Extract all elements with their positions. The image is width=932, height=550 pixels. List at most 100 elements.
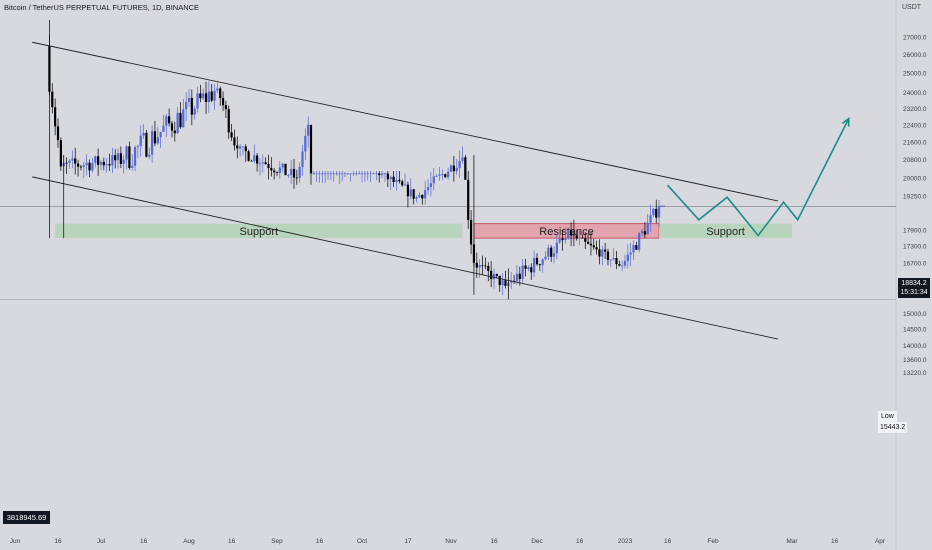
- candle-body: [435, 175, 438, 177]
- candle-body: [148, 154, 151, 157]
- candle-body: [452, 165, 455, 172]
- candle-body: [290, 168, 293, 176]
- candle-body: [389, 176, 392, 180]
- candle-body: [179, 112, 182, 128]
- candle-body: [213, 90, 216, 101]
- candle-body: [111, 155, 114, 166]
- candle-body: [652, 208, 655, 216]
- candle-body: [490, 270, 493, 280]
- candle-body: [518, 273, 521, 279]
- x-tick-label: 16: [140, 538, 148, 545]
- last-price-tag: 18834.2 15:31:34: [898, 278, 930, 298]
- candle-body: [341, 173, 344, 175]
- y-tick-label: 13600.0: [903, 357, 927, 364]
- candle-body: [495, 273, 498, 276]
- candle-body: [230, 132, 233, 138]
- candle-body: [595, 247, 598, 250]
- candle-body: [533, 257, 536, 273]
- low-value: 15443.2: [878, 422, 908, 433]
- candle-body: [162, 125, 165, 132]
- candle-body: [478, 265, 481, 268]
- candle-body: [598, 249, 601, 257]
- axis-unit-label[interactable]: USDT: [902, 4, 922, 11]
- candle-body: [216, 88, 219, 91]
- x-tick-label: 16: [576, 538, 584, 545]
- candle-body: [224, 105, 228, 110]
- candle-body: [561, 238, 564, 241]
- y-tick-label: 16700.0: [903, 260, 927, 267]
- candle-body: [326, 173, 330, 175]
- candle-body: [91, 162, 94, 171]
- candle-body: [589, 243, 593, 246]
- candle-body: [621, 265, 624, 267]
- y-axis-ticks: 27000.0 26000.0 25000.0 24000.0 23200.0 22400…: [903, 35, 927, 378]
- candle-body: [555, 242, 558, 254]
- low-label: Low: [878, 411, 897, 422]
- candle-body: [575, 235, 578, 239]
- candle-body: [366, 173, 369, 175]
- candle-body: [82, 165, 85, 167]
- candle-body: [207, 91, 210, 103]
- candle-body: [484, 265, 487, 267]
- candle-body: [105, 164, 108, 166]
- x-tick-label: 16: [490, 538, 498, 545]
- candle-body: [68, 160, 71, 163]
- x-tick-label: Feb: [707, 538, 719, 545]
- candle-body: [623, 260, 627, 266]
- candle-body: [165, 116, 168, 126]
- candle-body: [352, 173, 355, 175]
- candle-body: [71, 158, 74, 161]
- candle-body: [441, 174, 444, 176]
- countdown-value: 15:31:34: [900, 289, 928, 296]
- candle-body: [65, 162, 68, 164]
- y-tick-label: 22400.0: [903, 122, 927, 129]
- candle-body: [150, 131, 154, 155]
- candle-body: [159, 131, 162, 138]
- candle-body: [469, 219, 473, 245]
- candle-body: [567, 230, 570, 239]
- candle-body: [122, 159, 125, 164]
- candle-body: [136, 146, 140, 148]
- x-tick-label: Mar: [786, 538, 798, 545]
- candle-body: [618, 264, 621, 266]
- y-tick-label: 20800.0: [903, 157, 927, 164]
- candle-body: [204, 93, 208, 103]
- candle-body: [392, 176, 395, 182]
- x-tick-label: Sep: [271, 538, 283, 545]
- candle-body: [97, 156, 100, 165]
- candle-body: [530, 267, 533, 273]
- candle-body: [227, 109, 230, 133]
- candle-body: [51, 91, 54, 108]
- candle-body: [128, 146, 131, 168]
- candle-body: [635, 245, 638, 250]
- candle-body: [649, 215, 652, 223]
- y-tick-label: 17900.0: [903, 228, 927, 235]
- candle-body: [292, 168, 296, 178]
- candle-body: [626, 254, 629, 261]
- candle-body: [492, 273, 496, 280]
- candle-body: [338, 173, 341, 175]
- candle-body: [270, 167, 273, 171]
- zone-label: Support: [240, 226, 279, 238]
- candle-body: [88, 162, 91, 171]
- candle-body: [202, 93, 205, 99]
- candle-body: [247, 151, 250, 161]
- x-tick-label: Jun: [10, 538, 21, 545]
- candle-body: [421, 194, 424, 199]
- x-tick-label: Aug: [183, 538, 195, 545]
- candle-body: [244, 146, 247, 152]
- x-tick-label: 16: [316, 538, 324, 545]
- candle-body: [284, 163, 287, 176]
- y-tick-label: 25000.0: [903, 71, 927, 78]
- candle-body: [261, 162, 264, 164]
- y-tick-label: 21600.0: [903, 139, 927, 146]
- candle-body: [199, 93, 202, 99]
- candle-body: [267, 164, 270, 168]
- channel-line-upper: [32, 41, 778, 202]
- y-tick-label: 14500.0: [903, 327, 927, 334]
- candle-body: [108, 164, 111, 166]
- candle-body: [287, 175, 290, 176]
- x-tick-label: 17: [404, 538, 412, 545]
